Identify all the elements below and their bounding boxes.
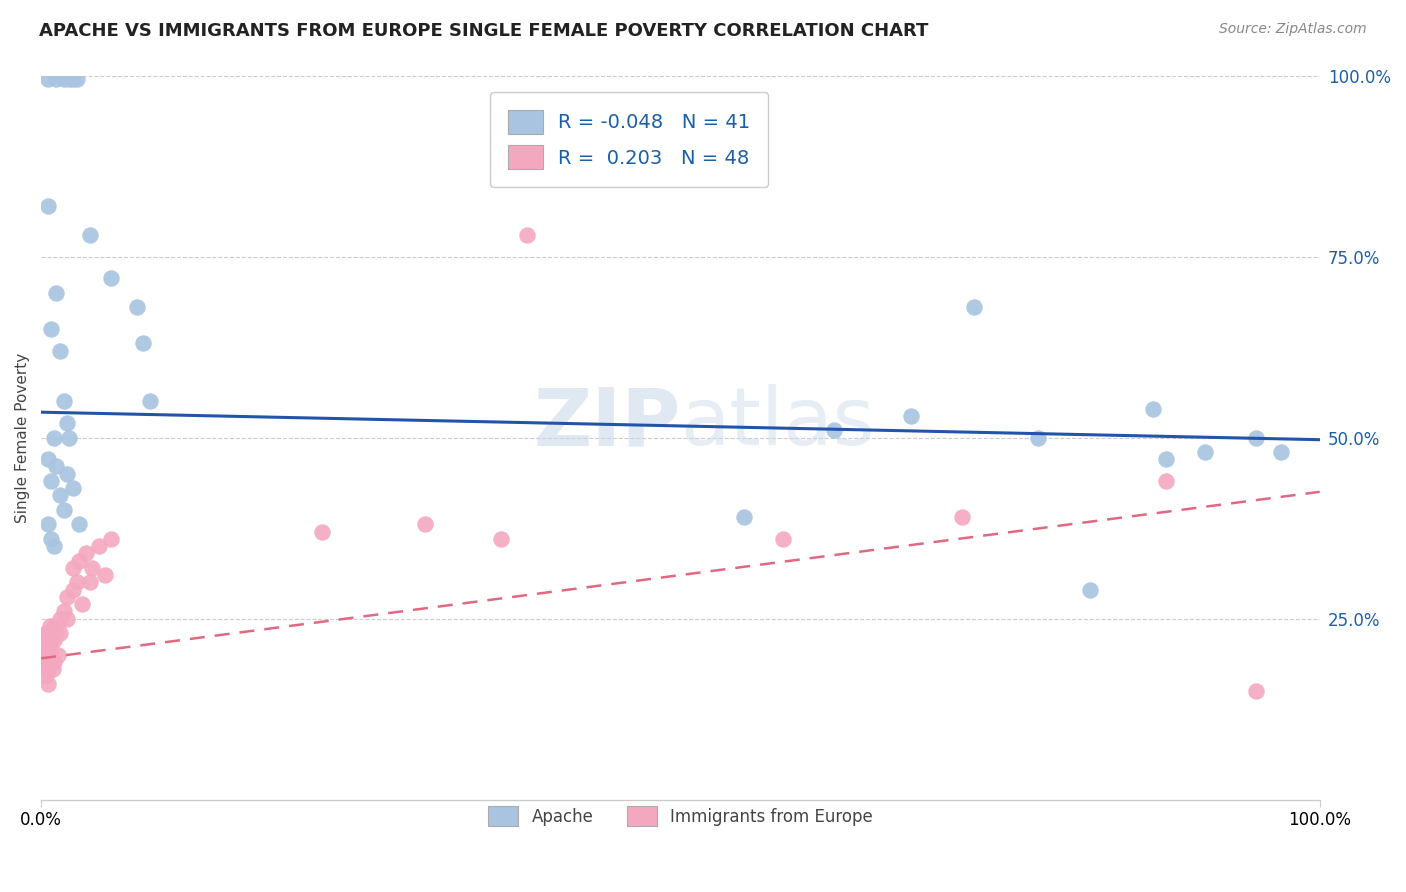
Point (1142, 401, 1164, 416)
Point (41, 662, 63, 676)
Point (53, 604, 76, 618)
Text: APACHE VS IMMIGRANTS FROM EUROPE SINGLE FEMALE POVERTY CORRELATION CHART: APACHE VS IMMIGRANTS FROM EUROPE SINGLE … (39, 22, 929, 40)
Point (79, 227, 101, 242)
Point (1078, 582, 1101, 597)
Point (42, 539, 65, 553)
Point (42, 619, 65, 633)
Point (37, 676, 59, 690)
Point (79, 575, 101, 590)
Point (35, 655, 58, 669)
Legend: Apache, Immigrants from Europe: Apache, Immigrants from Europe (479, 797, 882, 835)
Point (41, 474, 63, 488)
Point (100, 532, 122, 546)
Point (55, 611, 77, 625)
Point (62, 72, 84, 87)
Point (39, 619, 62, 633)
Point (37, 640, 59, 655)
Point (66, 575, 89, 590)
Point (69, 517, 91, 532)
Point (75, 546, 97, 560)
Point (950, 510, 973, 524)
Point (42, 655, 65, 669)
Point (772, 532, 794, 546)
Point (45, 626, 67, 640)
Point (37, 199, 59, 213)
Point (413, 517, 436, 532)
Point (41, 648, 63, 662)
Point (49, 488, 72, 502)
Point (1154, 452, 1177, 467)
Point (125, 300, 148, 314)
Point (491, 532, 513, 546)
Point (55, 416, 77, 430)
Point (37, 662, 59, 676)
Point (1028, 430, 1050, 444)
Point (823, 423, 845, 437)
Point (41, 532, 63, 546)
Point (139, 394, 162, 409)
Point (516, 227, 538, 242)
Point (62, 561, 84, 575)
Point (38, 633, 60, 648)
Point (55, 467, 77, 481)
Point (70, 597, 93, 611)
Point (38, 648, 60, 662)
Point (35, 669, 58, 683)
Point (53, 394, 76, 409)
Point (37, 626, 59, 640)
Point (34, 662, 56, 676)
Point (87, 539, 110, 553)
Point (82, 561, 104, 575)
Point (55, 590, 77, 604)
Point (58, 72, 80, 87)
Point (49, 343, 72, 358)
Point (45, 72, 67, 87)
Point (94, 568, 117, 582)
Point (1154, 474, 1177, 488)
Point (34, 648, 56, 662)
Point (41, 322, 63, 336)
Point (132, 336, 155, 351)
Point (963, 300, 986, 314)
Point (53, 503, 76, 517)
Point (41, 633, 63, 648)
Point (1194, 445, 1216, 459)
Point (46, 648, 69, 662)
Point (66, 72, 89, 87)
Point (1244, 684, 1267, 698)
Text: atlas: atlas (681, 384, 875, 462)
Y-axis label: Single Female Poverty: Single Female Poverty (15, 352, 30, 523)
Point (58, 430, 80, 444)
Point (39, 640, 62, 655)
Point (37, 452, 59, 467)
Point (37, 517, 59, 532)
Point (1270, 445, 1292, 459)
Point (32, 633, 55, 648)
Point (37, 72, 59, 87)
Point (311, 524, 333, 539)
Point (62, 481, 84, 495)
Point (69, 553, 91, 567)
Point (900, 409, 922, 423)
Point (733, 510, 755, 524)
Text: Source: ZipAtlas.com: Source: ZipAtlas.com (1219, 22, 1367, 37)
Point (49, 611, 72, 625)
Text: ZIP: ZIP (533, 384, 681, 462)
Point (35, 626, 58, 640)
Point (49, 626, 72, 640)
Point (42, 430, 65, 444)
Point (62, 582, 84, 597)
Point (53, 72, 76, 87)
Point (37, 655, 59, 669)
Point (37, 648, 59, 662)
Point (1244, 430, 1267, 444)
Point (100, 271, 122, 285)
Point (45, 459, 67, 474)
Point (45, 285, 67, 300)
Point (42, 633, 65, 648)
